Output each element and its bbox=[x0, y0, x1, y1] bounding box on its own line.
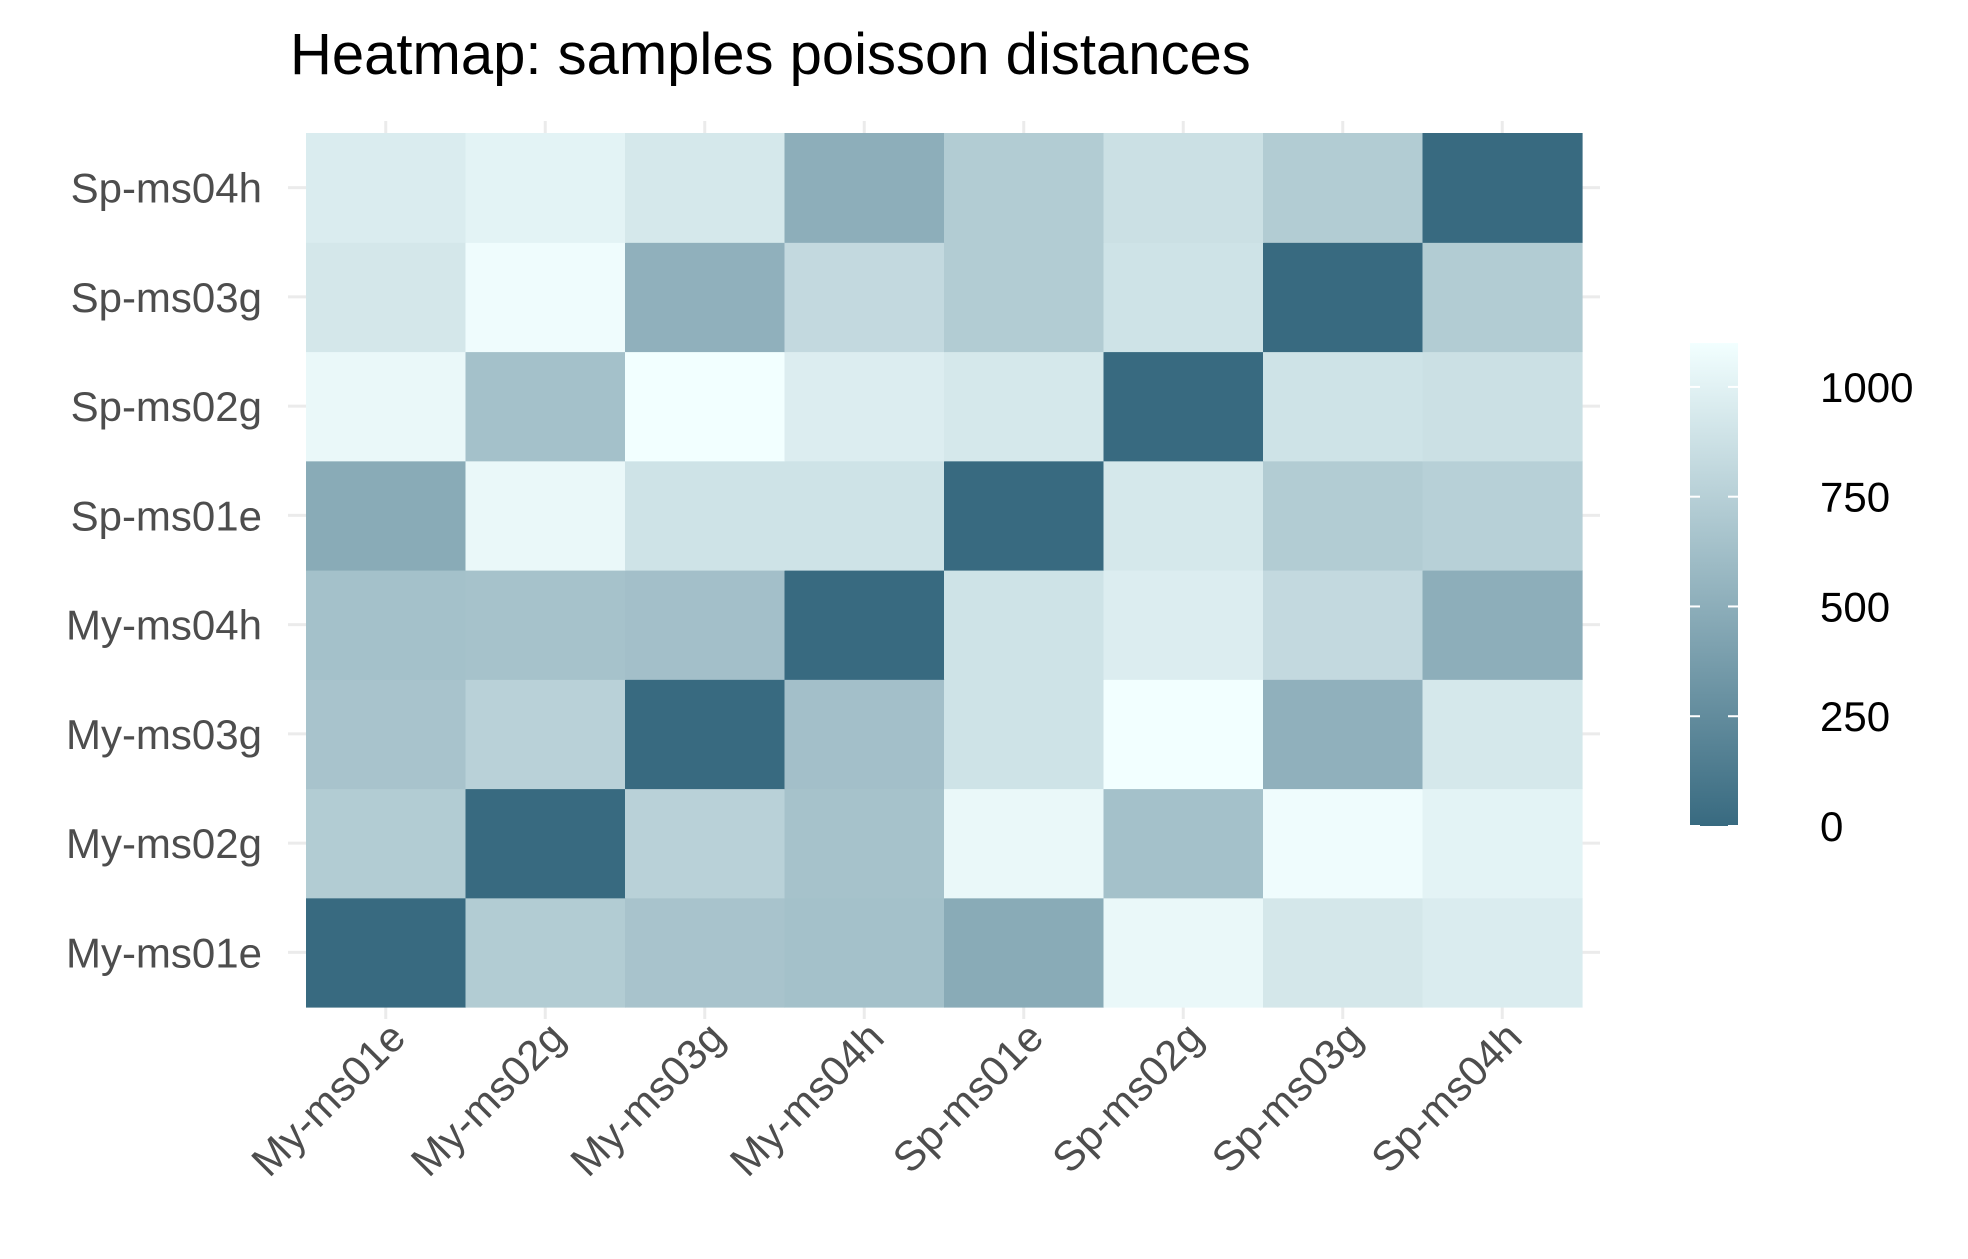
y-tick-label: Sp-ms02g bbox=[71, 383, 262, 430]
heatmap-cell bbox=[1263, 242, 1424, 353]
heatmap-cell bbox=[784, 242, 945, 353]
heatmap-cell bbox=[1422, 133, 1583, 243]
heatmap-cell bbox=[1422, 351, 1583, 462]
heatmap-cell bbox=[1263, 897, 1424, 1008]
heatmap-cell bbox=[1103, 788, 1264, 899]
heatmap-cell bbox=[465, 570, 626, 680]
legend-tick-label: 1000 bbox=[1820, 364, 1913, 411]
heatmap-cell bbox=[306, 897, 467, 1008]
legend-tick-label: 250 bbox=[1820, 693, 1890, 740]
heatmap-cell bbox=[306, 460, 467, 571]
heatmap-cell bbox=[944, 679, 1105, 790]
heatmap-cell bbox=[1263, 570, 1424, 680]
legend-tick-label: 0 bbox=[1820, 803, 1843, 850]
heatmap-cell bbox=[625, 679, 786, 790]
heatmap-cell bbox=[465, 788, 626, 899]
y-tick-label: Sp-ms03g bbox=[71, 274, 262, 321]
heatmap-cell bbox=[306, 351, 467, 462]
heatmap-cell bbox=[1103, 897, 1264, 1008]
heatmap-cell bbox=[625, 242, 786, 353]
heatmap-cell bbox=[1422, 570, 1583, 680]
heatmap-cell bbox=[306, 133, 467, 243]
heatmap-cell bbox=[1103, 351, 1264, 462]
heatmap-cell bbox=[625, 460, 786, 571]
y-tick-label: My-ms03g bbox=[66, 711, 262, 758]
heatmap-cell bbox=[944, 242, 1105, 353]
heatmap-cell bbox=[306, 679, 467, 790]
heatmap-cell bbox=[944, 351, 1105, 462]
heatmap-cells bbox=[306, 133, 1583, 1008]
heatmap-cell bbox=[784, 570, 945, 680]
heatmap-cell bbox=[944, 788, 1105, 899]
heatmap-cell bbox=[306, 570, 467, 680]
heatmap-cell bbox=[784, 788, 945, 899]
y-tick-label: My-ms04h bbox=[66, 602, 262, 649]
heatmap-cell bbox=[1103, 679, 1264, 790]
heatmap-cell bbox=[465, 133, 626, 243]
heatmap-cell bbox=[784, 897, 945, 1008]
y-tick-label: My-ms01e bbox=[66, 929, 262, 976]
y-tick-label: Sp-ms04h bbox=[71, 165, 262, 212]
heatmap-cell bbox=[1103, 242, 1264, 353]
heatmap-cell bbox=[306, 788, 467, 899]
heatmap-cell bbox=[944, 897, 1105, 1008]
heatmap-cell bbox=[1263, 133, 1424, 243]
heatmap-cell bbox=[465, 897, 626, 1008]
heatmap-cell bbox=[465, 242, 626, 353]
heatmap-cell bbox=[465, 460, 626, 571]
heatmap-cell bbox=[1422, 242, 1583, 353]
y-tick-label: Sp-ms01e bbox=[71, 492, 262, 539]
heatmap-cell bbox=[784, 133, 945, 243]
heatmap-cell bbox=[784, 460, 945, 571]
heatmap-cell bbox=[1263, 679, 1424, 790]
legend-ticks: 0 250 500 750 1000 bbox=[1690, 364, 1913, 850]
heatmap-cell bbox=[625, 570, 786, 680]
heatmap-cell bbox=[625, 351, 786, 462]
heatmap-cell bbox=[1422, 679, 1583, 790]
heatmap-cell bbox=[1103, 570, 1264, 680]
heatmap-cell bbox=[1103, 460, 1264, 571]
heatmap-cell bbox=[1103, 133, 1264, 243]
heatmap-cell bbox=[1422, 788, 1583, 899]
legend-colorbar bbox=[1690, 343, 1738, 826]
heatmap-cell bbox=[625, 897, 786, 1008]
heatmap-cell bbox=[1422, 897, 1583, 1008]
heatmap-cell bbox=[1263, 788, 1424, 899]
y-tick-label: My-ms02g bbox=[66, 820, 262, 867]
heatmap-cell bbox=[944, 460, 1105, 571]
y-axis: My-ms01e My-ms02g My-ms03g My-ms04h Sp-ms01e… bbox=[66, 165, 262, 977]
legend-tick-label: 750 bbox=[1820, 474, 1890, 521]
legend-tick-label: 500 bbox=[1820, 583, 1890, 630]
heatmap-cell bbox=[625, 133, 786, 243]
heatmap-cell bbox=[784, 679, 945, 790]
heatmap-cell bbox=[944, 133, 1105, 243]
heatmap-cell bbox=[306, 242, 467, 353]
color-legend: 0 250 500 750 1000 bbox=[1690, 343, 1913, 850]
heatmap-cell bbox=[465, 351, 626, 462]
heatmap-cell bbox=[1422, 460, 1583, 571]
heatmap-cell bbox=[625, 788, 786, 899]
heatmap-cell bbox=[944, 570, 1105, 680]
heatmap-cell bbox=[465, 679, 626, 790]
heatmap-cell bbox=[784, 351, 945, 462]
heatmap-cell bbox=[1263, 460, 1424, 571]
heatmap-cell bbox=[1263, 351, 1424, 462]
chart-title: Heatmap: samples poisson distances bbox=[290, 22, 1251, 87]
